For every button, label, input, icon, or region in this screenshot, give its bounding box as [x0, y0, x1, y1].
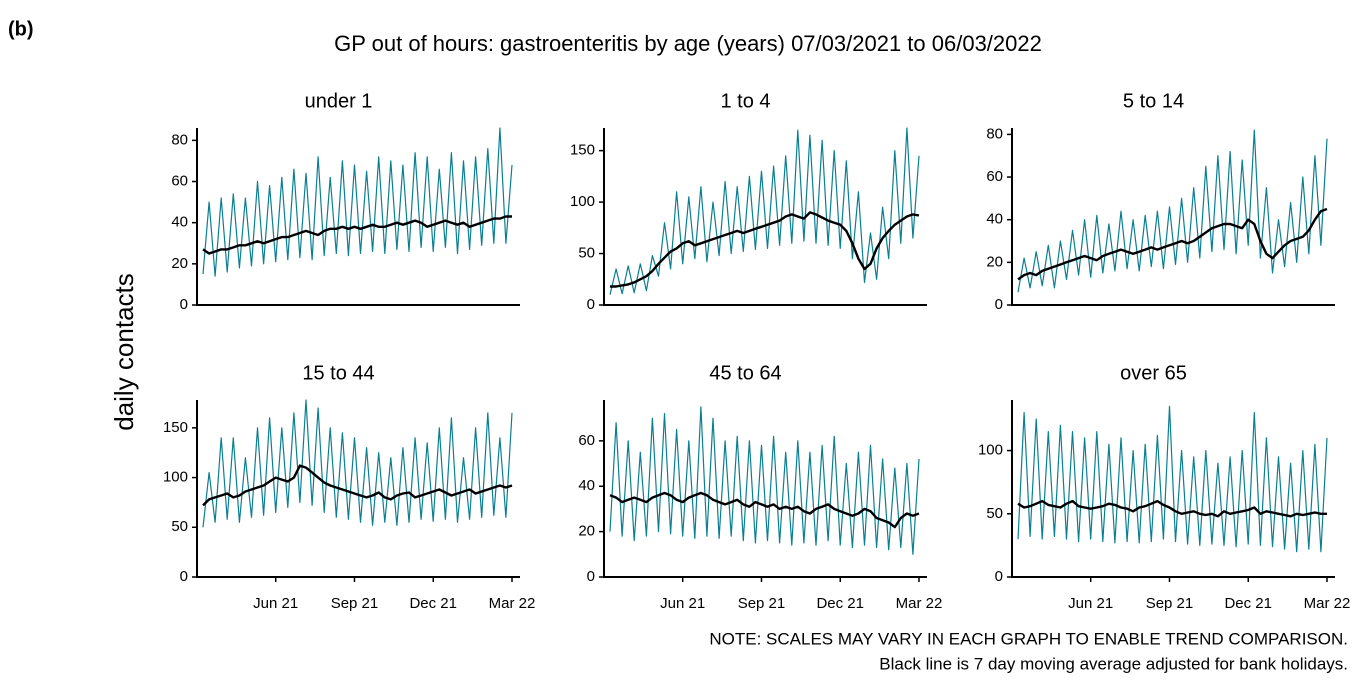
y-tick-label: 150	[570, 142, 595, 159]
y-tick-label: 40	[578, 477, 595, 494]
panel-title: under 1	[305, 90, 373, 112]
chart-title: GP out of hours: gastroenteritis by age …	[334, 31, 1042, 56]
average-line	[1017, 499, 1327, 518]
panel-label: (b)	[8, 18, 34, 40]
y-tick-label: 0	[587, 568, 595, 585]
panel-title: 15 to 44	[302, 362, 374, 384]
daily-line	[609, 406, 920, 555]
note: NOTE: SCALES MAY VARY IN EACH GRAPH TO E…	[709, 629, 1348, 648]
x-tick-label: Jun 21	[1068, 595, 1113, 612]
y-tick-label: 80	[986, 125, 1003, 142]
y-tick-label: 40	[986, 211, 1003, 228]
x-tick-label: Mar 22	[896, 595, 943, 612]
x-tick-label: Mar 22	[1304, 595, 1351, 612]
panel-title: 1 to 4	[720, 90, 770, 112]
y-tick-label: 100	[163, 469, 188, 486]
x-tick-label: Dec 21	[816, 595, 864, 612]
y-tick-label: 100	[978, 442, 1003, 459]
y-tick-label: 0	[587, 296, 595, 313]
y-tick-label: 60	[171, 172, 188, 189]
y-tick-label: 80	[171, 131, 188, 148]
average-line	[609, 491, 920, 529]
daily-line	[609, 127, 920, 295]
y-tick-label: 100	[570, 193, 595, 210]
daily-line	[1017, 129, 1328, 293]
y-tick-label: 20	[171, 255, 188, 272]
x-tick-label: Mar 22	[489, 595, 536, 612]
x-tick-label: Jun 21	[660, 595, 705, 612]
note: Black line is 7 day moving average adjus…	[879, 654, 1348, 673]
y-tick-label: 150	[163, 419, 188, 436]
average-line	[202, 464, 513, 507]
average-line	[610, 211, 920, 288]
panel-title: over 65	[1120, 362, 1187, 384]
y-tick-label: 60	[986, 168, 1003, 185]
y-tick-label: 50	[171, 518, 188, 535]
y-tick-label: 20	[578, 523, 595, 540]
x-tick-label: Sep 21	[738, 595, 786, 612]
y-tick-label: 0	[995, 568, 1003, 585]
y-tick-label: 0	[180, 296, 188, 313]
average-line	[202, 215, 512, 255]
y-tick-label: 50	[578, 245, 595, 262]
x-tick-label: Dec 21	[409, 595, 457, 612]
panel-title: 45 to 64	[709, 362, 781, 384]
average-line	[1017, 207, 1328, 281]
x-tick-label: Dec 21	[1224, 595, 1272, 612]
y-tick-label: 0	[180, 568, 188, 585]
y-tick-label: 0	[995, 296, 1003, 313]
panel-title: 5 to 14	[1123, 90, 1184, 112]
y-tick-label: 50	[986, 505, 1003, 522]
y-axis-label: daily contacts	[109, 273, 139, 431]
daily-line	[202, 399, 513, 528]
x-tick-label: Jun 21	[253, 595, 298, 612]
y-tick-label: 20	[986, 253, 1003, 270]
y-tick-label: 60	[578, 432, 595, 449]
daily-line	[1017, 405, 1328, 553]
y-tick-label: 40	[171, 214, 188, 231]
x-tick-label: Sep 21	[331, 595, 379, 612]
x-tick-label: Sep 21	[1146, 595, 1194, 612]
daily-line	[202, 127, 513, 277]
